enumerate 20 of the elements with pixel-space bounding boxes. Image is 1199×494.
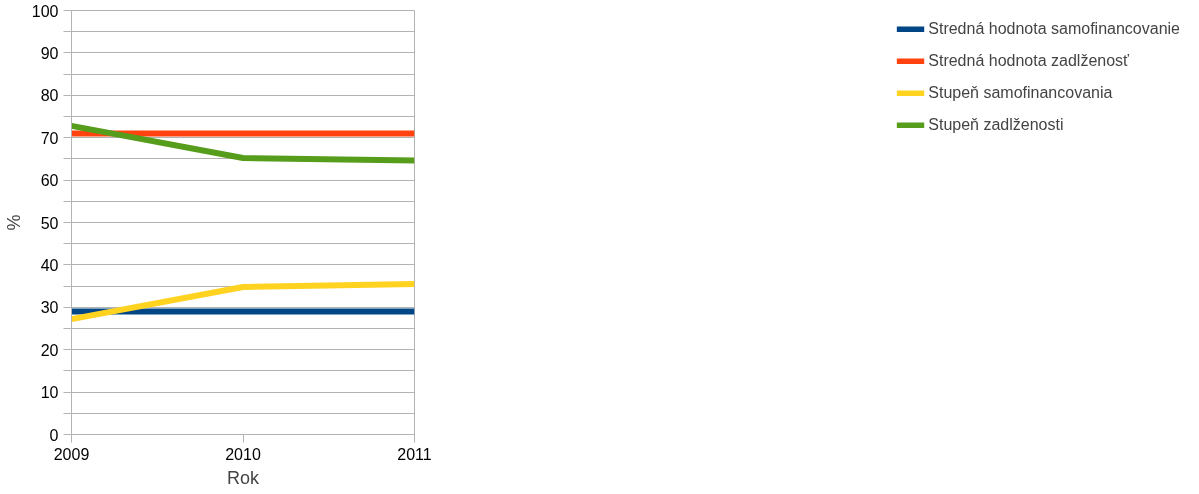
legend-label: Stredná hodnota samofinancovanie: [928, 20, 1180, 38]
legend-label: Stupeň zadlženosti: [928, 116, 1064, 134]
y-axis-title: %: [3, 214, 24, 231]
y-tick-label: 70: [40, 129, 59, 147]
legend-label: Stupeň samofinancovania: [928, 84, 1113, 102]
y-tick-label: 60: [40, 172, 59, 190]
x-tick-label: 2011: [397, 445, 432, 463]
legend-label: Stredná hodnota zadlženosť: [928, 52, 1130, 70]
y-tick-label: 80: [40, 87, 59, 105]
y-tick-label: 50: [40, 214, 59, 232]
y-tick-label: 30: [40, 299, 59, 317]
x-tick-label: 2009: [53, 445, 90, 463]
x-axis-title: Rok: [227, 467, 260, 488]
y-tick-label: 40: [40, 256, 59, 274]
y-tick-label: 0: [49, 426, 59, 444]
y-tick-label: 100: [31, 2, 59, 20]
y-tick-label: 10: [40, 384, 59, 402]
x-tick-label: 2010: [225, 445, 261, 463]
y-tick-label: 90: [40, 44, 59, 62]
y-tick-label: 20: [40, 341, 59, 359]
